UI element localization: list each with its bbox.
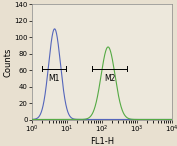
Text: M2: M2	[104, 74, 115, 83]
Text: M1: M1	[48, 74, 60, 83]
X-axis label: FL1-H: FL1-H	[90, 137, 114, 146]
Y-axis label: Counts: Counts	[4, 47, 13, 77]
